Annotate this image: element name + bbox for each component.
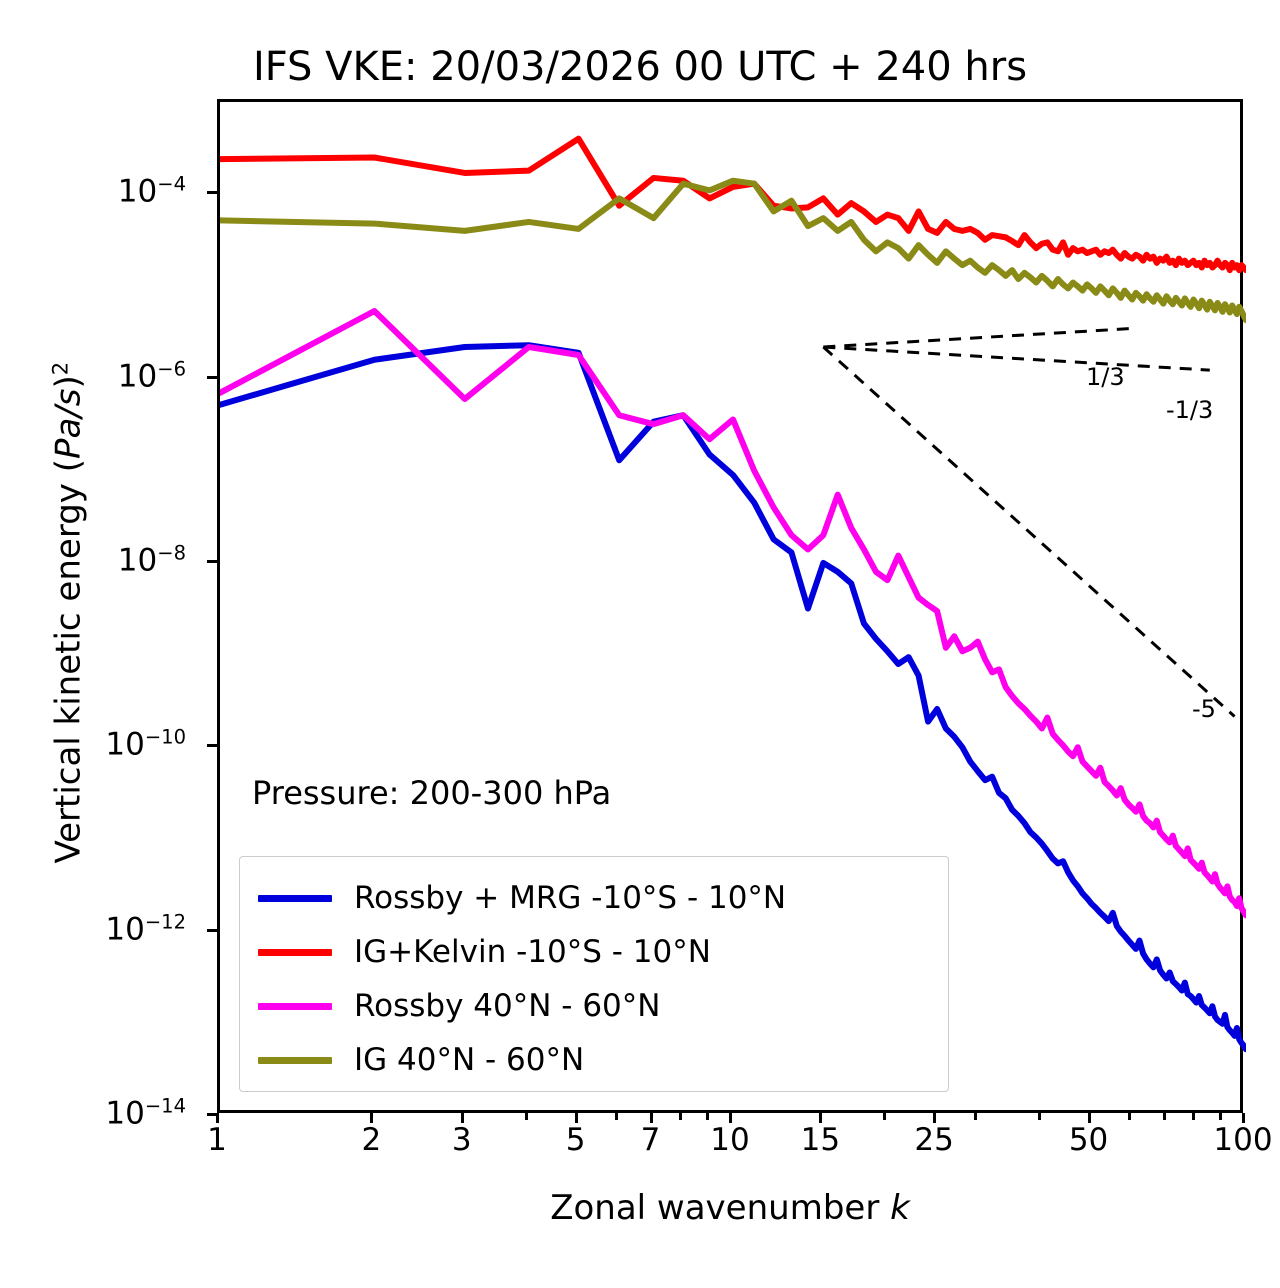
data-series-group [220,135,1246,1053]
legend-color-swatch [258,1056,332,1064]
x-axis-minor-tick-mark [883,1113,887,1120]
x-axis-tick-mark [933,1113,937,1123]
x-axis-tick-mark [729,1113,732,1123]
y-axis-tick-label: 10−10 [105,725,186,763]
legend-color-swatch [258,948,332,956]
x-axis-minor-tick-mark [1162,1113,1166,1120]
x-axis-tick-mark [819,1113,823,1123]
legend-item[interactable]: IG+Kelvin -10°S - 10°N [258,925,930,979]
y-axis-tick-label: 10−8 [117,541,186,579]
x-axis-tick-label: 3 [451,1122,472,1158]
y-axis-tick-mark [207,928,217,932]
y-axis-tick-label: 10−14 [105,1094,186,1132]
x-axis-minor-tick-mark [1037,1113,1041,1120]
y-axis-tick-mark [207,1113,217,1116]
data-series-line [220,135,1246,274]
x-axis-tick-mark [460,1113,464,1123]
pressure-annotation: Pressure: 200-300 hPa [252,774,612,812]
slope-label-minus-five: -5 [1192,695,1216,723]
x-axis-minor-tick-mark [1128,1113,1132,1120]
x-axis-minor-tick-mark [524,1113,528,1120]
legend-color-swatch [258,894,332,902]
reference-line [823,345,1210,372]
x-axis-label: Zonal wavenumber k [550,1188,910,1228]
x-axis-tick-mark [1242,1113,1245,1123]
x-axis-tick-mark [216,1113,219,1123]
plot-canvas [220,135,1246,1053]
x-axis-tick-mark [649,1113,653,1123]
x-axis-tick-mark [370,1113,374,1123]
x-axis-tick-mark [1087,1113,1091,1123]
y-axis-tick-label: 10−4 [117,172,186,210]
legend-item[interactable]: IG 40°N - 60°N [258,1033,930,1087]
x-axis-tick-label: 7 [640,1122,661,1158]
y-axis-tick-mark [207,559,217,563]
chart-title: IFS VKE: 20/03/2026 00 UTC + 240 hrs [252,44,1028,90]
legend-item[interactable]: Rossby 40°N - 60°N [258,979,930,1033]
x-axis-minor-tick-mark [1192,1113,1196,1120]
data-series-line [220,308,1246,919]
slope-label-one-third: 1/3 [1086,363,1125,391]
legend-color-swatch [258,1002,332,1010]
x-axis-tick-label: 50 [1068,1122,1109,1158]
legend-item-label: Rossby 40°N - 60°N [354,987,661,1024]
reference-line [822,345,1236,718]
slope-label-minus-one-third: -1/3 [1166,396,1214,424]
x-axis-minor-tick-mark [1218,1113,1222,1120]
y-axis-tick-label: 10−6 [117,356,186,395]
y-axis-tick-label: 10−12 [105,909,186,948]
legend-item-label: Rossby + MRG -10°S - 10°N [354,879,787,916]
data-series-line [220,177,1246,324]
legend-item-label: IG 40°N - 60°N [354,1041,585,1078]
reference-line [823,326,1133,349]
data-series-line [220,342,1246,1053]
x-axis-tick-mark [574,1113,578,1123]
legend-item-label: IG+Kelvin -10°S - 10°N [354,933,711,970]
x-axis-tick-label: 1 [207,1122,227,1158]
legend-item[interactable]: Rossby + MRG -10°S - 10°N [258,871,930,925]
x-axis-tick-label: 10 [710,1122,750,1158]
x-axis-tick-label: 5 [565,1122,586,1158]
y-axis-tick-mark [207,375,217,379]
x-axis-minor-tick-mark [705,1113,709,1120]
x-axis-tick-label: 25 [914,1122,954,1158]
x-axis-minor-tick-mark [615,1113,619,1120]
x-axis-minor-tick-mark [973,1113,977,1120]
x-axis-tick-label: 100 [1213,1122,1273,1158]
reference-lines-group [822,326,1236,718]
x-axis-tick-label: 15 [800,1122,841,1158]
y-axis-tick-mark [207,744,217,748]
x-axis-minor-tick-mark [679,1113,683,1120]
y-axis-tick-mark [207,191,217,195]
y-axis-label: Vertical kinetic energy (Pa/s)2 [47,361,89,864]
chart-legend: Rossby + MRG -10°S - 10°N IG+Kelvin -10°S… [239,856,949,1092]
x-axis-tick-label: 2 [361,1122,382,1158]
